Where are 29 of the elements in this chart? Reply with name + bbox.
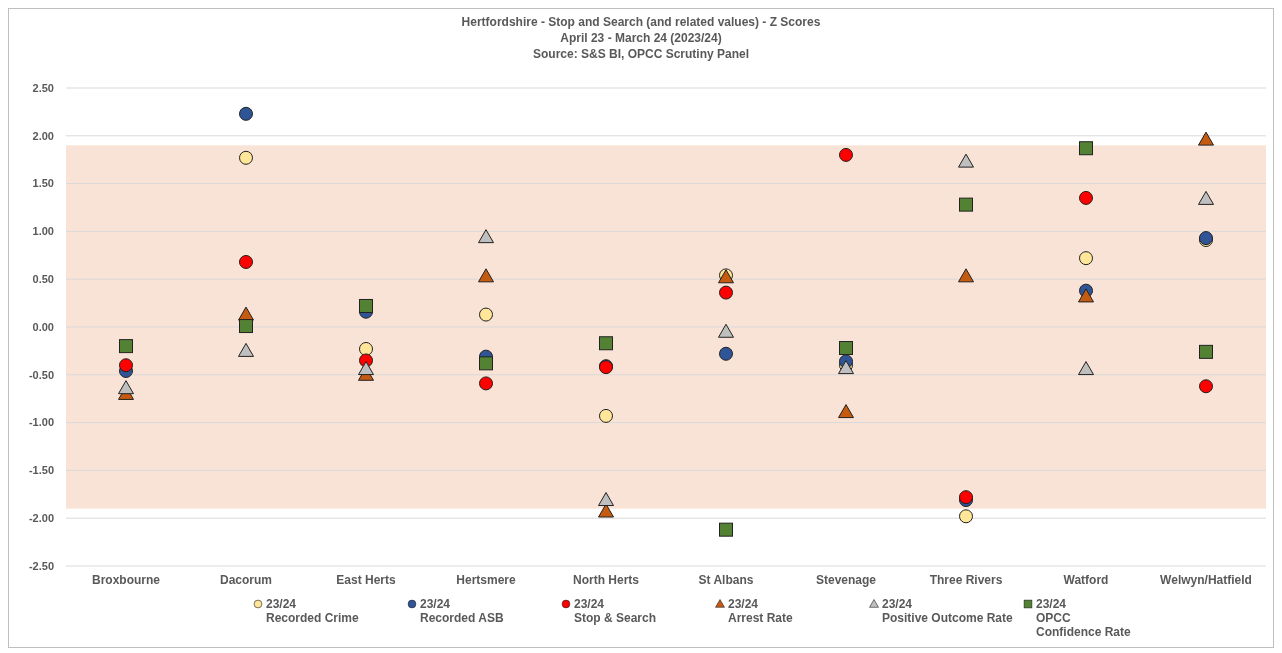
y-tick-label: 2.50 [32, 81, 54, 94]
x-tick-label: Stevenage [815, 573, 877, 587]
y-tick-label: 1.00 [32, 225, 54, 238]
chart-subtitle: April 23 - March 24 (2023/24) Source: S&S BI, OPCC Scrutiny Panel [532, 31, 750, 61]
legend-label: 23/24 Stop & Search [574, 597, 657, 625]
legend-label: 23/24 OPCC Confidence Rate [1036, 597, 1132, 639]
legend-label: 23/24 Recorded ASB [420, 597, 504, 625]
y-tick-label: -1.00 [28, 416, 54, 429]
x-tick-label: East Herts [336, 573, 396, 587]
x-tick-label: St Albans [698, 573, 754, 587]
x-tick-label: North Herts [572, 573, 640, 587]
y-tick-label: -2.50 [28, 559, 54, 572]
y-tick-label: -2.00 [28, 512, 54, 525]
legend-label: 23/24 Recorded Crime [266, 597, 360, 625]
legend-label: 23/24 Positive Outcome Rate [882, 597, 1014, 625]
x-tick-label: Dacorum [219, 573, 273, 587]
x-tick-label: Hertsmere [456, 573, 517, 587]
x-tick-label: Watford [1063, 573, 1109, 587]
x-tick-label: Broxbourne [91, 573, 161, 587]
legend-label: 23/24 Arrest Rate [728, 597, 794, 625]
x-tick-label: Welwyn/Hatfield [1160, 573, 1252, 587]
y-tick-label: 1.50 [32, 177, 54, 190]
y-tick-label: -0.50 [28, 368, 54, 381]
y-tick-label: -1.50 [28, 464, 54, 477]
chart-title: Hertfordshire - Stop and Search (and related values) - Z Scores [461, 15, 821, 29]
x-tick-label: Three Rivers [929, 573, 1003, 587]
y-tick-label: 0.00 [32, 320, 54, 333]
y-tick-label: 2.00 [32, 129, 54, 142]
y-tick-label: 0.50 [32, 273, 54, 286]
